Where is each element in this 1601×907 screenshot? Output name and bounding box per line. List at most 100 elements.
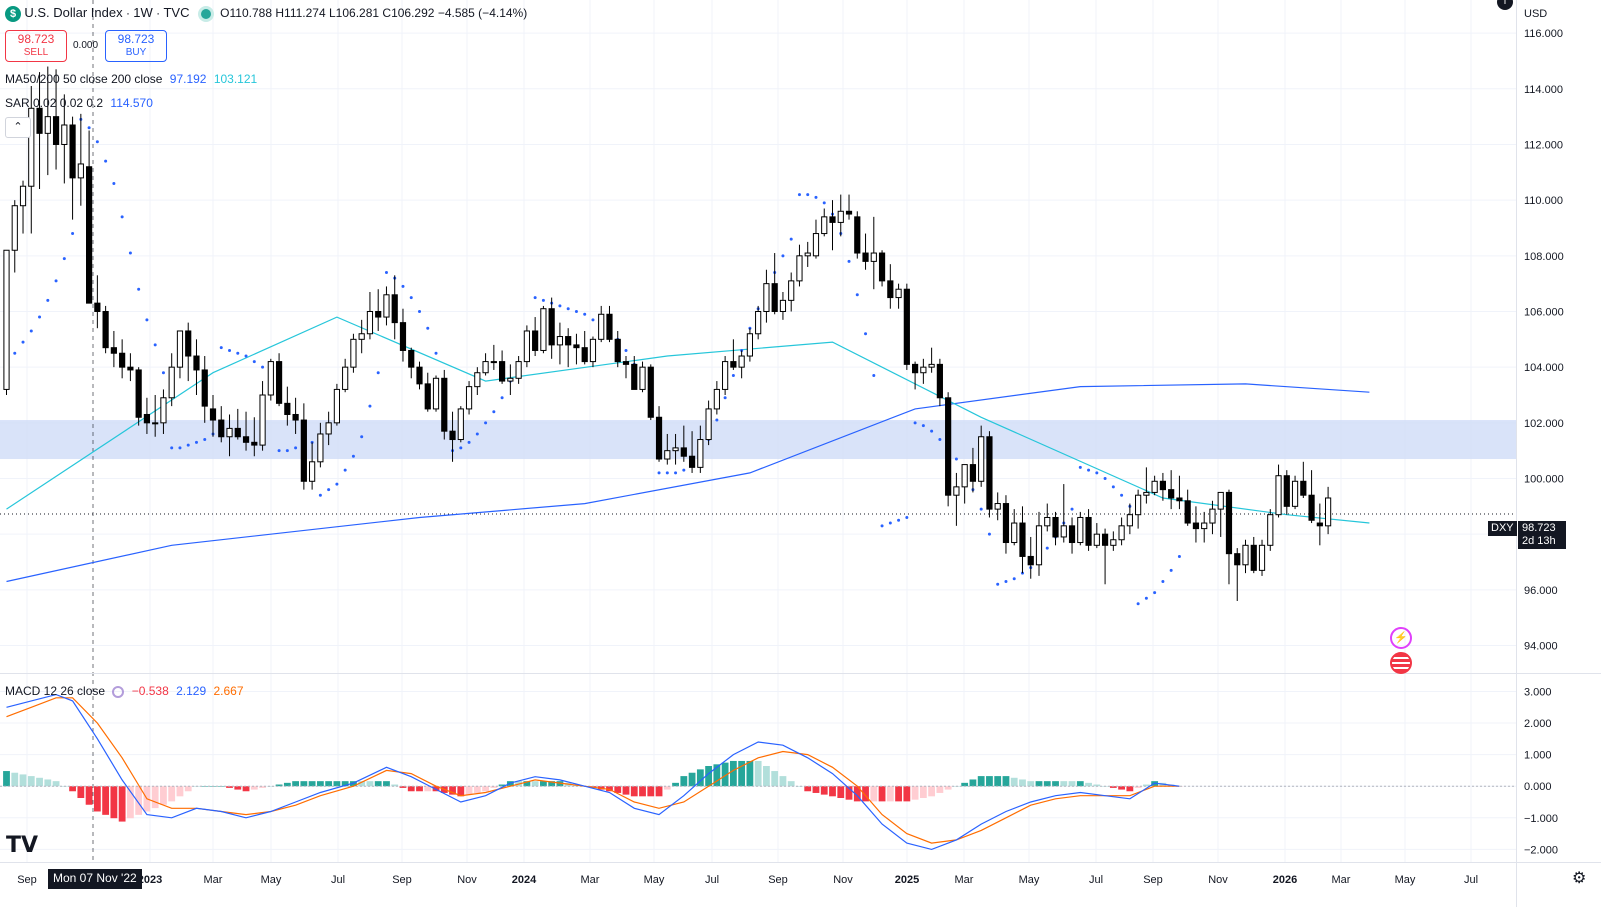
- macd-histogram-bar: [696, 769, 704, 787]
- ma-legend[interactable]: MA50/200 50 close 200 close 97.192 103.1…: [5, 71, 257, 87]
- ohlc-h-label: H: [275, 6, 285, 20]
- macd-histogram-bar: [622, 786, 630, 795]
- sar-dot: [38, 315, 42, 319]
- macd-histogram-bar: [614, 786, 622, 793]
- sar-dot: [1120, 493, 1124, 497]
- macd-histogram-bar: [168, 786, 176, 802]
- sar-dot: [294, 446, 298, 450]
- candle-body: [920, 366, 927, 374]
- candle-body: [441, 377, 448, 432]
- macd-histogram-bar: [779, 776, 787, 787]
- chevron-up-icon[interactable]: ⌃: [5, 117, 31, 138]
- sar-dot: [855, 293, 859, 297]
- macd-histogram-bar: [1076, 781, 1084, 787]
- sar-dot: [244, 354, 248, 358]
- sar-dot: [261, 365, 265, 369]
- sar-dot: [285, 449, 289, 453]
- settings-gear-icon[interactable]: ⚙: [1572, 870, 1587, 887]
- macd-histogram-bar: [606, 786, 613, 792]
- info-icon[interactable]: i: [1497, 0, 1513, 10]
- candle-body: [1019, 522, 1026, 557]
- candle-body: [1225, 491, 1233, 555]
- sar-dot: [1103, 477, 1107, 481]
- symbol-name[interactable]: U.S. Dollar Index: [24, 5, 123, 20]
- lightning-event-icon[interactable]: ⚡: [1390, 627, 1412, 649]
- candle-body: [804, 252, 811, 257]
- sar-legend[interactable]: SAR 0.02 0.02 0.2 114.570: [5, 95, 153, 111]
- macd-legend[interactable]: MACD 12 26 close −0.538 2.129 2.667: [5, 683, 244, 699]
- time-tick-label: 2024: [512, 874, 537, 886]
- macd-histogram-bar: [374, 781, 382, 787]
- macd-histogram-bar: [944, 786, 952, 790]
- macd-histogram-bar: [160, 786, 167, 805]
- sar-dot: [913, 421, 917, 425]
- candle-body: [606, 313, 613, 340]
- ticker-badge: DXY: [1488, 521, 1517, 536]
- ohlc-o-label: O: [220, 6, 230, 20]
- macd-histogram-bar: [176, 786, 184, 797]
- candle-body: [755, 310, 762, 335]
- candle-body: [391, 294, 398, 324]
- candle-body: [110, 347, 117, 354]
- macd-histogram-bar: [870, 786, 878, 802]
- sar-dot: [128, 251, 132, 255]
- macd-histogram-bar: [1010, 777, 1018, 787]
- sar-dot: [806, 193, 810, 197]
- symbol-exchange: TVC: [163, 5, 190, 20]
- candle-body: [1184, 500, 1191, 524]
- currency-label[interactable]: USD: [1524, 8, 1548, 20]
- macd-histogram-bar: [19, 774, 27, 787]
- candle-body: [1035, 525, 1043, 566]
- macd-tick-label: 3.000: [1524, 686, 1552, 698]
- macd-settings-icon[interactable]: [112, 685, 125, 698]
- macd-histogram-bar: [465, 786, 473, 795]
- candle-body: [969, 464, 977, 482]
- candle-body: [788, 280, 795, 301]
- candle-body: [234, 427, 241, 438]
- sar-dot: [194, 440, 198, 444]
- macd-histogram-bar: [928, 786, 936, 797]
- sar-dot: [112, 181, 116, 185]
- candle-body: [697, 439, 704, 468]
- ticker-label: DXY: [1491, 522, 1514, 534]
- macd-histogram-bar: [804, 786, 812, 792]
- candle-body: [19, 185, 27, 207]
- sar-dot: [624, 348, 628, 352]
- buy-label: BUY: [125, 47, 147, 58]
- sar-dot: [1004, 579, 1008, 583]
- macd-histogram-bar: [1060, 781, 1068, 787]
- candle-body: [1217, 491, 1224, 510]
- sar-dot: [583, 312, 587, 316]
- macd-signal-line: [6, 697, 1180, 844]
- macd-histogram-bar: [672, 782, 679, 787]
- candle-body: [837, 210, 844, 223]
- candle-body: [994, 503, 1001, 510]
- candle-body: [77, 163, 84, 179]
- macd-histogram-bar: [1035, 781, 1043, 787]
- sar-dot: [566, 307, 570, 311]
- symbol-interval: 1W: [133, 5, 153, 20]
- candle-body: [416, 366, 423, 385]
- buy-button[interactable]: 98.723 BUY: [105, 30, 167, 62]
- tradingview-logo-icon[interactable]: TV: [6, 833, 39, 858]
- candle-body: [185, 330, 192, 357]
- candle-body: [1068, 525, 1076, 544]
- sell-price: 98.723: [17, 32, 55, 46]
- us-flag-event-icon[interactable]: [1390, 652, 1412, 674]
- sell-button[interactable]: 98.723 SELL: [5, 30, 67, 62]
- sar-dot: [335, 482, 339, 486]
- macd-histogram-bar: [391, 784, 399, 787]
- candle-body: [912, 363, 919, 374]
- macd-histogram-bar: [449, 786, 456, 795]
- candle-body: [449, 430, 456, 441]
- market-status-icon[interactable]: [200, 8, 211, 19]
- time-tick-label: Sep: [1143, 874, 1163, 886]
- candle-body: [1002, 503, 1010, 544]
- candle-body: [961, 464, 968, 488]
- sar-dot: [62, 257, 66, 261]
- candle-body: [11, 205, 18, 251]
- candle-body: [532, 330, 539, 351]
- candle-body: [152, 422, 159, 425]
- macd-histogram-bar: [903, 786, 911, 802]
